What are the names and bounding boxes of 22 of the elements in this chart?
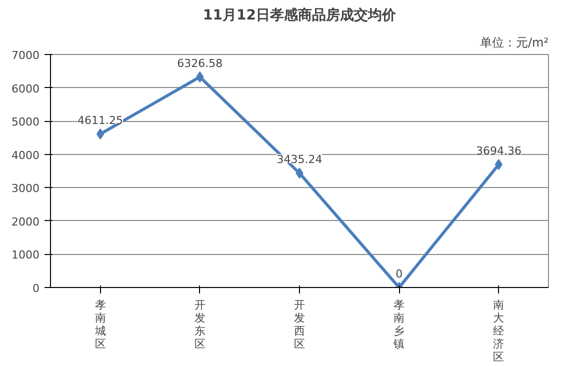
- x-tick-label: 南大经济区: [493, 298, 504, 364]
- y-tick-label: 5000: [12, 116, 40, 129]
- x-tick-label: 孝南城区: [94, 298, 106, 350]
- y-tick-label: 0: [32, 282, 40, 295]
- y-tick-label: 1000: [12, 248, 40, 262]
- text: 单位：元/m²: [480, 36, 549, 50]
- y-tick-label: 2000: [12, 215, 40, 228]
- point: [494, 159, 503, 170]
- y-tick-label: 3000: [12, 182, 40, 196]
- y-tick-label: 6000: [12, 82, 40, 96]
- x-tick-label: 开发西区: [294, 298, 305, 350]
- data-label: 3694.36: [476, 144, 522, 158]
- x-tick-label: 孝南乡镇: [392, 298, 405, 350]
- point: [96, 128, 104, 140]
- data-label: 4611.25: [78, 114, 124, 128]
- x-tick-label: 开发东区: [194, 298, 206, 350]
- data-label: 6326.58: [177, 56, 223, 70]
- data-label: 3435.24: [276, 153, 322, 166]
- data-label: 0: [396, 268, 403, 280]
- y-tick-label: 7000: [12, 49, 40, 62]
- y-tick-label: 4000: [12, 148, 40, 162]
- chart-title: 11月12日孝感商品房成交均价: [203, 6, 397, 24]
